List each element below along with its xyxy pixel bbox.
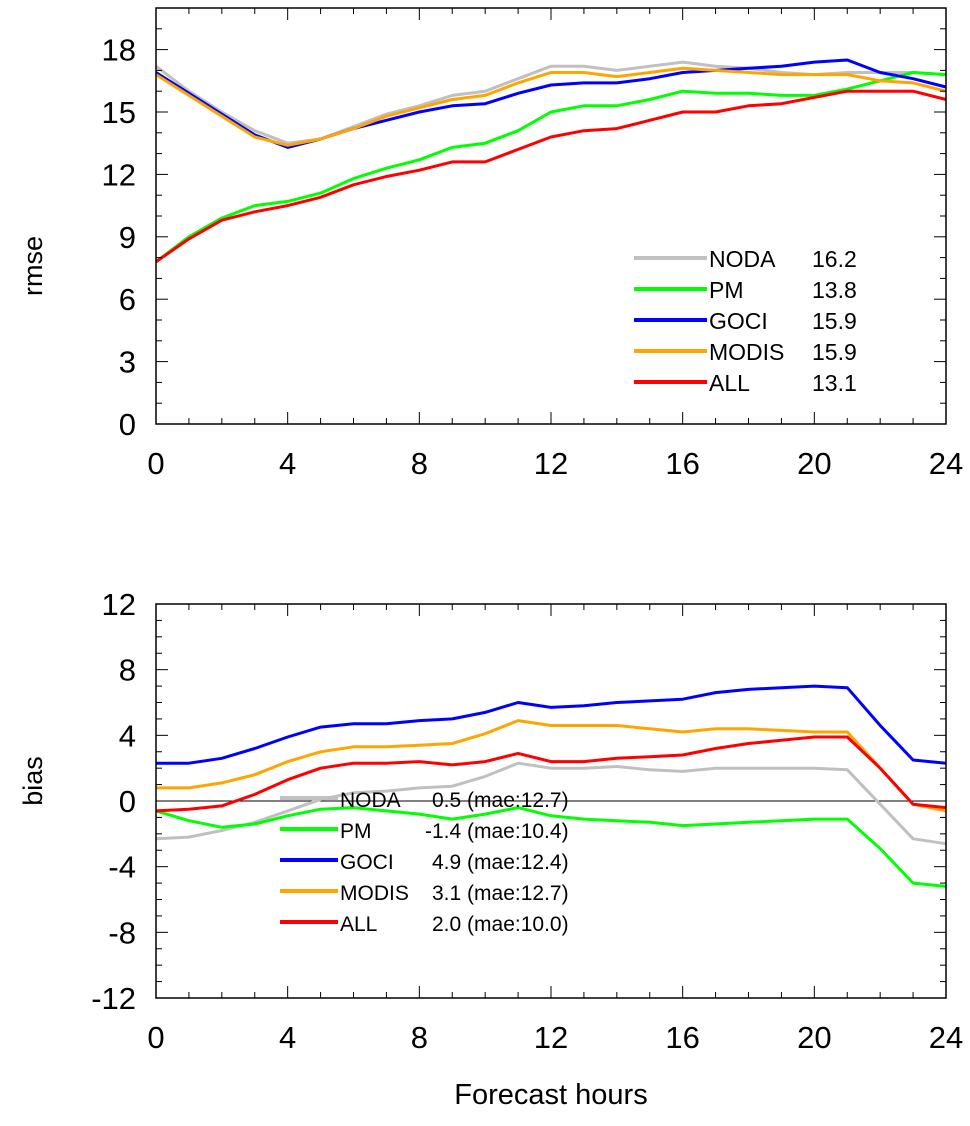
- y-tick-label: 0: [119, 407, 136, 442]
- x-tick-label: 16: [665, 446, 699, 481]
- series-line-modis: [156, 719, 947, 813]
- series-line-goci: [155, 58, 947, 149]
- legend-stat: 15.9: [812, 308, 857, 334]
- y-tick-label: 9: [119, 220, 136, 255]
- legend-stat: 0.5 (mae:12.7): [432, 789, 569, 812]
- series-line-pm: [155, 71, 947, 263]
- legend: NODA 0.5 (mae:12.7) PM -1.4 (mae:10.4) GOCI 4…: [280, 789, 569, 936]
- bias-panel: 0 4 8 12 16 20 24 -12 -8 -4 0 4 8 12 bias Forecast hour…: [18, 587, 963, 1111]
- legend-label: PM: [340, 820, 372, 843]
- y-tick-label: 12: [102, 157, 136, 192]
- x-tick-label: 20: [797, 446, 831, 481]
- y-tick-label: -12: [91, 981, 136, 1016]
- legend-stat: 3.1 (mae:12.7): [432, 882, 569, 905]
- legend-label: MODIS: [340, 882, 409, 905]
- legend-label: ALL: [709, 370, 750, 396]
- series-line-all: [155, 89, 947, 264]
- x-tick-label: 12: [534, 1020, 568, 1055]
- y-tick-label: 3: [119, 345, 136, 380]
- y-tick-label: 6: [119, 282, 136, 317]
- x-axis-label: Forecast hours: [454, 1079, 647, 1111]
- legend-stat: 13.1: [812, 370, 857, 396]
- x-tick-label: 8: [411, 446, 428, 481]
- series-line-noda: [155, 761, 947, 846]
- y-tick-label: 15: [102, 95, 136, 130]
- series-line-pm: [155, 806, 947, 888]
- legend-stat: -1.4 (mae:10.4): [425, 820, 569, 843]
- y-tick-label: -4: [108, 850, 136, 885]
- y-tick-label: 4: [119, 718, 136, 753]
- legend-stat: 13.8: [812, 277, 857, 303]
- y-axis-label: rmse: [18, 236, 48, 296]
- x-tick-label: 20: [797, 1020, 831, 1055]
- legend-label: NODA: [709, 246, 776, 272]
- x-tick-label: 8: [411, 1020, 428, 1055]
- x-tick-label: 24: [929, 446, 963, 481]
- legend-label: NODA: [340, 789, 401, 812]
- rmse-panel: 0 4 8 12 16 20 24 0 3 6 9 12 15 18 rmse NODA 16.2 PM 13.8 G…: [18, 7, 963, 481]
- legend-stat: 4.9 (mae:12.4): [432, 851, 569, 874]
- legend-label: GOCI: [709, 308, 768, 334]
- legend-stat: 2.0 (mae:10.0): [432, 913, 569, 936]
- x-tick-label: 0: [147, 1020, 164, 1055]
- legend-stat: 15.9: [812, 339, 857, 365]
- x-tick-label: 4: [279, 1020, 296, 1055]
- series-line-goci: [156, 684, 947, 765]
- x-tick-label: 0: [147, 446, 164, 481]
- y-tick-label: -8: [108, 915, 136, 950]
- y-tick-label: 12: [102, 587, 136, 622]
- y-tick-label: 8: [119, 653, 136, 688]
- y-tick-label: 18: [102, 33, 136, 68]
- series-line-modis: [155, 66, 947, 147]
- legend-label: ALL: [340, 913, 377, 936]
- x-tick-label: 24: [929, 1020, 963, 1055]
- legend-label: PM: [709, 277, 744, 303]
- legend-stat: 16.2: [812, 246, 857, 272]
- legend-label: GOCI: [340, 851, 394, 874]
- x-tick-label: 12: [534, 446, 568, 481]
- y-tick-label: 0: [119, 784, 136, 819]
- x-tick-label: 4: [279, 446, 296, 481]
- series-line-all: [155, 735, 947, 813]
- x-tick-label: 16: [665, 1020, 699, 1055]
- y-axis-label: bias: [18, 756, 48, 806]
- legend-label: MODIS: [709, 339, 784, 365]
- legend: NODA 16.2 PM 13.8 GOCI 15.9 MODIS 15.9 ALL 13.1: [634, 246, 857, 396]
